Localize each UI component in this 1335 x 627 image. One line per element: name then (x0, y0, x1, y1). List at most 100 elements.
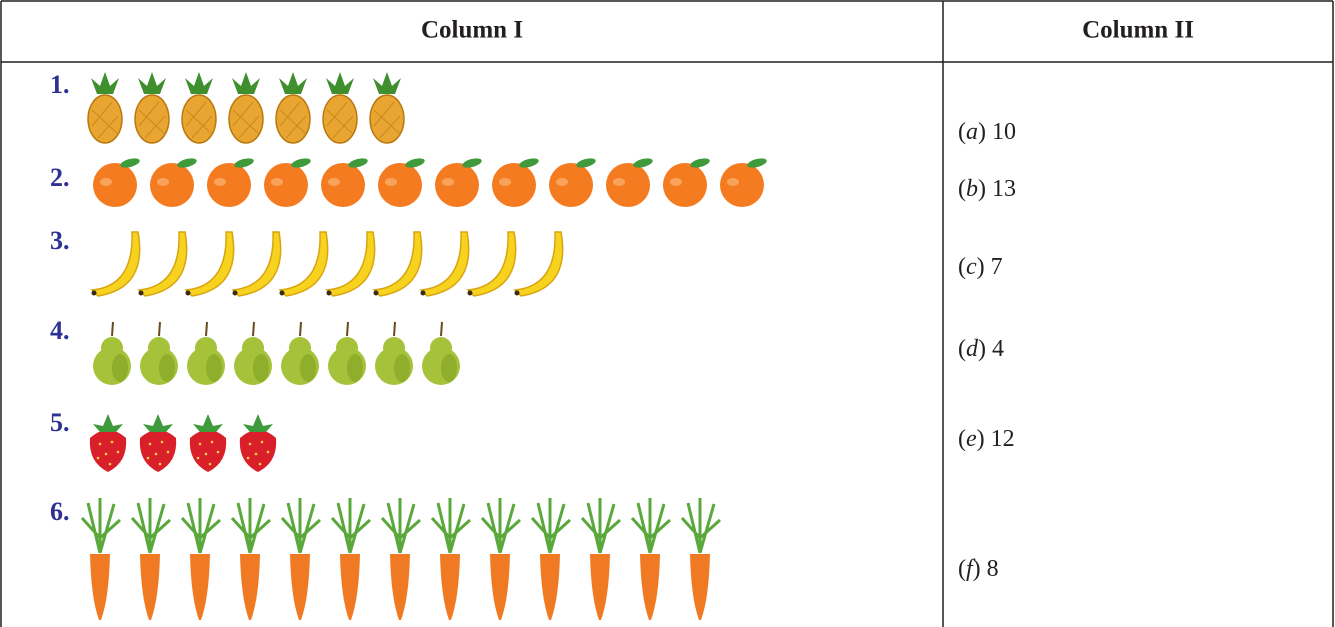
body (370, 95, 404, 143)
greens (232, 498, 270, 553)
greens (182, 498, 220, 553)
body (233, 232, 281, 296)
body (150, 163, 194, 207)
greens (532, 498, 570, 553)
shine (499, 178, 511, 186)
tip (233, 291, 238, 296)
crown (373, 72, 401, 94)
option: (f) 8 (958, 556, 999, 582)
body (88, 95, 122, 143)
stem (300, 322, 301, 336)
option: (d) 4 (958, 336, 1004, 362)
body (468, 232, 516, 296)
tip (421, 291, 426, 296)
paren: ) (978, 336, 986, 362)
body (182, 95, 216, 143)
body (323, 95, 357, 143)
seed (209, 463, 212, 466)
body (606, 163, 650, 207)
root (490, 554, 510, 620)
greens (482, 498, 520, 553)
shine (442, 178, 454, 186)
option-value: 4 (992, 336, 1004, 362)
option: (e) 12 (958, 426, 1015, 452)
greens (682, 498, 720, 553)
root (690, 554, 710, 620)
icon-group (82, 498, 720, 620)
seed (261, 441, 264, 444)
shine (214, 178, 226, 186)
seed (161, 441, 164, 444)
crown (185, 72, 213, 94)
seed (117, 451, 120, 454)
body (435, 163, 479, 207)
root (440, 554, 460, 620)
paren: ) (978, 119, 986, 145)
tip (92, 291, 97, 296)
option: (c) 7 (958, 254, 1003, 280)
stem (112, 322, 113, 336)
row-number: 3. (50, 226, 70, 255)
row-number: 6. (50, 497, 70, 526)
icon-group (93, 157, 768, 207)
tip (280, 291, 285, 296)
tip (186, 291, 191, 296)
tip (468, 291, 473, 296)
stem (206, 322, 207, 336)
body (549, 163, 593, 207)
shine (100, 178, 112, 186)
shine (157, 178, 169, 186)
seed (99, 443, 102, 446)
seed (155, 453, 158, 456)
letter: b (966, 176, 978, 202)
leaves (243, 414, 273, 432)
paren: ( (958, 254, 966, 280)
greens (632, 498, 670, 553)
stem (394, 322, 395, 336)
body (374, 232, 422, 296)
seed (147, 457, 150, 460)
letter: c (966, 254, 977, 280)
shade (394, 354, 410, 382)
option-letter: (f) (958, 556, 981, 582)
shine (670, 178, 682, 186)
root (390, 554, 410, 620)
seed (109, 463, 112, 466)
body (207, 163, 251, 207)
shine (328, 178, 340, 186)
shade (159, 354, 175, 382)
seed (267, 451, 270, 454)
seed (159, 463, 162, 466)
letter: e (966, 426, 977, 452)
body (135, 95, 169, 143)
body (720, 163, 764, 207)
body (186, 232, 234, 296)
body (327, 232, 375, 296)
shine (727, 178, 739, 186)
shade (112, 354, 128, 382)
root (640, 554, 660, 620)
body (264, 163, 308, 207)
option-letter: (a) (958, 119, 986, 145)
header: Column I (421, 17, 523, 44)
leaves (93, 414, 123, 432)
shade (206, 354, 222, 382)
body (321, 163, 365, 207)
row-number: 1. (50, 70, 70, 99)
stem (159, 322, 160, 336)
row-number: 2. (50, 163, 70, 192)
seed (149, 443, 152, 446)
tip (515, 291, 520, 296)
body (492, 163, 536, 207)
paren: ( (958, 426, 966, 452)
seed (205, 453, 208, 456)
root (340, 554, 360, 620)
seed (259, 463, 262, 466)
option-value: 10 (992, 119, 1016, 145)
body (229, 95, 263, 143)
root (90, 554, 110, 620)
option-value: 8 (987, 556, 999, 582)
leaves (193, 414, 223, 432)
shade (441, 354, 457, 382)
greens (582, 498, 620, 553)
